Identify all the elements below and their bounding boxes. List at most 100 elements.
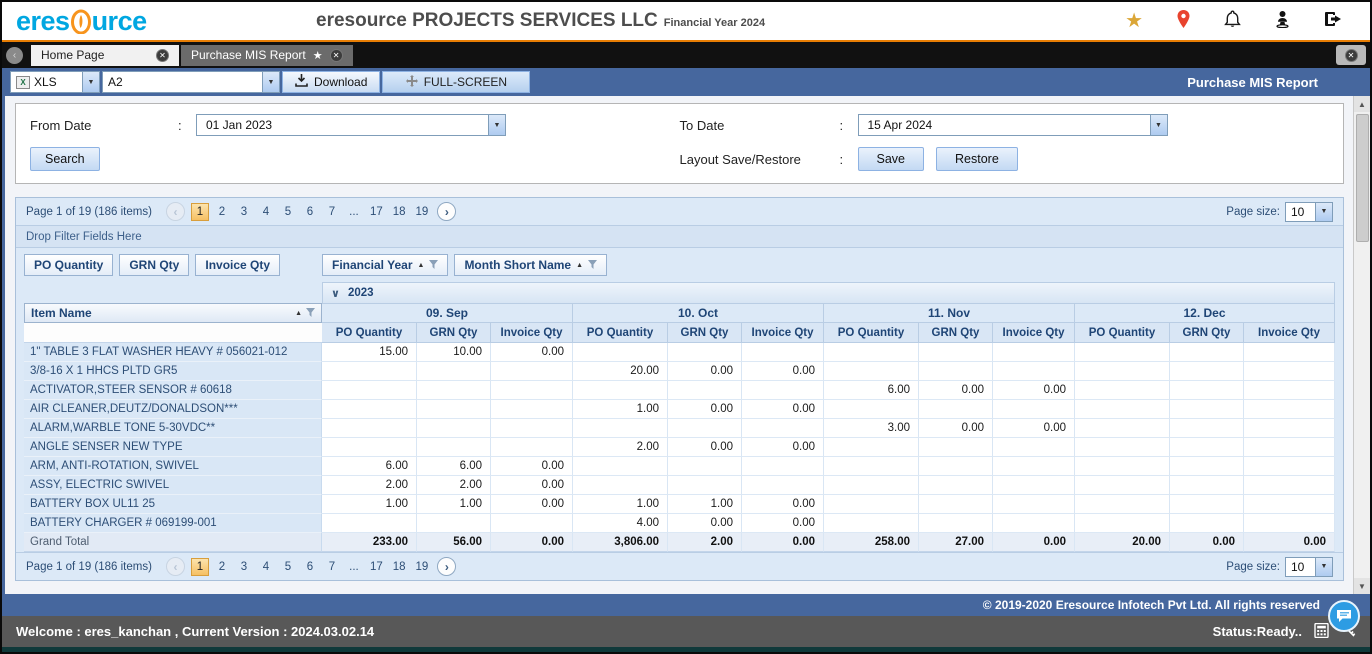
download-button[interactable]: Download	[282, 71, 381, 93]
export-format-dropdown-icon[interactable]: ▼	[82, 72, 99, 92]
year-group-bar[interactable]: ∨ 2023	[322, 282, 1335, 303]
measure-header[interactable]: PO Quantity	[1075, 323, 1170, 343]
scrollbar-thumb[interactable]	[1355, 114, 1369, 242]
page-number-6[interactable]: 6	[306, 560, 314, 573]
item-name-header[interactable]: Item Name ▲	[24, 303, 322, 323]
month-group-header[interactable]: 10. Oct	[573, 303, 824, 323]
measure-header[interactable]: Invoice Qty	[491, 323, 573, 343]
page-size-select[interactable]: 10 ▼	[1285, 556, 1333, 577]
field-invoice-qty[interactable]: Invoice Qty	[195, 254, 281, 276]
tab-home-close-icon[interactable]: ✕	[156, 48, 169, 62]
page-number-3[interactable]: 3	[240, 205, 248, 218]
next-page-button[interactable]: ›	[437, 202, 457, 221]
close-all-tabs-icon[interactable]: ✕	[1344, 48, 1358, 62]
notification-bell-icon[interactable]	[1224, 9, 1241, 33]
filter-funnel-icon[interactable]	[588, 258, 598, 272]
page-size-select[interactable]: 10 ▼	[1285, 201, 1333, 222]
filter-form: From Date : ▼ To Date : ▼ Sear	[15, 103, 1344, 184]
tab-purchase-close-icon[interactable]: ✕	[329, 48, 343, 62]
from-date-dropdown-icon[interactable]: ▼	[488, 115, 505, 135]
chat-bubble-button[interactable]	[1328, 600, 1360, 632]
layout-save-restore-label: Layout Save/Restore	[679, 151, 801, 167]
field-grn-qty[interactable]: GRN Qty	[119, 254, 190, 276]
page-number-5[interactable]: 5	[284, 205, 292, 218]
value-cell	[322, 514, 417, 533]
favorites-star-icon[interactable]: ★	[1125, 10, 1143, 32]
filter-drop-zone[interactable]: Drop Filter Fields Here	[16, 226, 1343, 248]
value-cell: 0.00	[993, 533, 1075, 552]
prev-page-button[interactable]: ‹	[165, 557, 185, 576]
filter-funnel-icon[interactable]	[429, 258, 439, 272]
measure-header[interactable]: GRN Qty	[668, 323, 742, 343]
page-number-4[interactable]: 4	[262, 205, 270, 218]
page-number-6[interactable]: 6	[306, 205, 314, 218]
tab-scroll-button[interactable]: ‹	[6, 46, 23, 64]
logout-icon[interactable]	[1324, 11, 1342, 32]
page-number-2[interactable]: 2	[218, 560, 226, 573]
field-po-quantity[interactable]: PO Quantity	[24, 254, 114, 276]
measure-header[interactable]: PO Quantity	[824, 323, 919, 343]
search-button[interactable]: Search	[30, 147, 100, 171]
collapse-caret-icon[interactable]: ∨	[331, 287, 340, 300]
page-size-dropdown-icon[interactable]: ▼	[1315, 202, 1332, 221]
value-cell	[919, 438, 993, 457]
page-number-17[interactable]: 17	[369, 205, 383, 218]
measure-header[interactable]: GRN Qty	[1170, 323, 1244, 343]
measure-header[interactable]: Invoice Qty	[742, 323, 824, 343]
tab-home-page[interactable]: Home Page ✕	[31, 44, 179, 66]
tab-purchase-mis-report[interactable]: Purchase MIS Report ★ ✕	[181, 44, 353, 66]
measure-header[interactable]: Invoice Qty	[1244, 323, 1335, 343]
sheet-size-dropdown-icon[interactable]: ▼	[262, 72, 279, 92]
month-group-header[interactable]: 12. Dec	[1075, 303, 1335, 323]
calculator-icon[interactable]	[1314, 622, 1329, 641]
page-number-17[interactable]: 17	[369, 560, 383, 573]
next-page-button[interactable]: ›	[437, 557, 457, 576]
month-group-header[interactable]: 11. Nov	[824, 303, 1075, 323]
value-cell	[322, 438, 417, 457]
user-profile-icon[interactable]	[1275, 10, 1290, 33]
page-size-dropdown-icon[interactable]: ▼	[1315, 557, 1332, 576]
measure-header[interactable]: GRN Qty	[919, 323, 993, 343]
measure-header[interactable]: GRN Qty	[417, 323, 491, 343]
filter-funnel-icon[interactable]	[306, 306, 315, 320]
page-number-7[interactable]: 7	[328, 205, 336, 218]
page-number-5[interactable]: 5	[284, 560, 292, 573]
page-number-18[interactable]: 18	[392, 560, 406, 573]
location-pin-icon[interactable]	[1177, 9, 1190, 33]
field-financial-year[interactable]: Financial Year ▲	[322, 254, 449, 276]
scroll-down-icon[interactable]: ▼	[1354, 578, 1370, 594]
value-cell	[993, 400, 1075, 419]
value-cell: 2.00	[322, 476, 417, 495]
to-date-input[interactable]	[863, 118, 1145, 132]
page-number-7[interactable]: 7	[328, 560, 336, 573]
layout-restore-button[interactable]: Restore	[936, 147, 1018, 171]
from-date-input[interactable]	[202, 118, 483, 132]
from-date-select[interactable]: ▼	[196, 114, 506, 136]
layout-save-button[interactable]: Save	[857, 147, 924, 171]
page-number-4[interactable]: 4	[262, 560, 270, 573]
page-number-1[interactable]: 1	[190, 202, 209, 221]
measure-header[interactable]: PO Quantity	[322, 323, 417, 343]
to-date-select[interactable]: ▼	[857, 114, 1168, 136]
page-number-19[interactable]: 19	[415, 205, 429, 218]
to-date-dropdown-icon[interactable]: ▼	[1149, 115, 1167, 135]
prev-page-button[interactable]: ‹	[165, 202, 185, 221]
page-number-3[interactable]: 3	[240, 560, 248, 573]
page-number-19[interactable]: 19	[415, 560, 429, 573]
export-format-select[interactable]: X XLS ▼	[10, 71, 100, 93]
page-number-1[interactable]: 1	[190, 557, 209, 576]
page-number-2[interactable]: 2	[218, 205, 226, 218]
fullscreen-button[interactable]: FULL-SCREEN	[382, 71, 531, 93]
measure-header[interactable]: Invoice Qty	[993, 323, 1075, 343]
value-cell	[1244, 362, 1335, 381]
month-group-header[interactable]: 09. Sep	[322, 303, 573, 323]
pager-summary: Page 1 of 19 (186 items)	[26, 560, 152, 573]
eresource-logo[interactable]: eres urce	[16, 6, 316, 37]
page-number-18[interactable]: 18	[392, 205, 406, 218]
sheet-size-select[interactable]: A2 ▼	[102, 71, 280, 93]
measure-header[interactable]: PO Quantity	[573, 323, 668, 343]
vertical-scrollbar[interactable]: ▲ ▼	[1353, 96, 1370, 594]
tab-favorite-star-icon[interactable]: ★	[312, 49, 323, 62]
scroll-up-icon[interactable]: ▲	[1354, 96, 1370, 112]
field-month-short-name[interactable]: Month Short Name ▲	[454, 254, 608, 276]
